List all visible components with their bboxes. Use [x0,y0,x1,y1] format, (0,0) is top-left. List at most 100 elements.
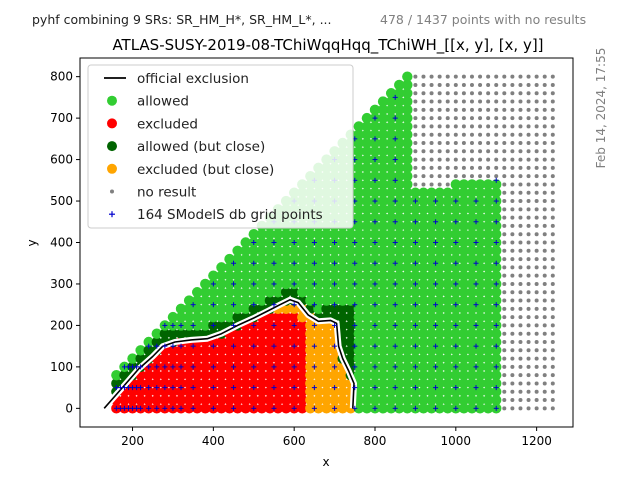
excluded-point [288,311,300,323]
no-result-point [526,306,531,311]
allowed-point [135,345,146,356]
allowed-point [369,179,381,190]
allowed-point [402,212,413,223]
excluded-point [297,369,308,381]
no-result-point [526,132,531,137]
excluded-point [272,345,284,356]
no-result-point [445,107,450,112]
allowed-point [442,386,453,397]
y-axis-label: y [25,239,39,246]
allowed-point [410,287,421,298]
no-result-point [445,116,450,121]
allowed-point [127,353,138,364]
excluded-close-point [305,328,316,339]
allowed-point [377,369,389,381]
smodels-grid-point [271,405,277,411]
allowed-point [466,229,478,240]
no-result-point [421,99,426,104]
excluded-close-point [329,378,340,389]
no-result-point [437,82,442,87]
excluded-point [183,353,195,364]
allowed-close-point [183,328,195,339]
allowed-point [458,245,470,256]
no-result-point [542,398,547,403]
no-result-point [542,356,547,361]
no-result-point [510,190,515,195]
allowed-point [345,229,356,240]
allowed-point [377,220,389,232]
allowed-point [377,170,389,182]
allowed-point [434,212,445,223]
no-result-point [526,116,531,121]
no-result-point [550,82,555,87]
smodels-grid-point [433,343,439,349]
allowed-point [442,287,453,298]
allowed-point [442,328,453,339]
excluded-point [183,369,195,381]
allowed-point [256,295,268,306]
allowed-point [450,212,462,223]
no-result-point [550,315,555,320]
allowed-point [491,253,502,265]
allowed-point [369,303,381,315]
excluded-point [224,361,235,373]
no-result-point [437,99,442,104]
allowed-point [329,253,340,265]
smodels-grid-point [251,343,257,349]
allowed-point [232,253,243,265]
allowed-point [450,303,462,315]
allowed-point [418,328,429,339]
no-result-point [550,240,555,245]
excluded-point [248,353,259,364]
no-result-point [502,132,507,137]
excluded-point [232,403,243,414]
excluded-point [256,320,268,331]
smodels-grid-point [231,364,237,370]
smodels-grid-point [311,322,317,328]
allowed-point [224,278,235,290]
no-result-point [534,190,539,195]
allowed-point [280,237,292,248]
smodels-grid-point [412,364,418,370]
smodels-grid-point [493,364,499,370]
no-result-point [518,223,523,228]
excluded-point [175,378,187,389]
no-result-point [510,174,515,179]
allowed-point [402,129,413,140]
no-result-point [445,74,450,79]
smodels-grid-point [311,281,317,287]
allowed-point [402,71,413,82]
excluded-point [264,369,276,381]
no-result-point [510,107,515,112]
allowed-point [329,245,340,256]
allowed-point [353,187,365,198]
excluded-point [288,386,300,397]
no-result-point [502,157,507,162]
allowed-point [377,179,389,190]
allowed-point [482,328,494,339]
allowed-point [361,220,373,232]
allowed-point [474,403,486,414]
smodels-grid-point [392,302,398,308]
smodels-grid-point [352,240,358,245]
allowed-point [361,204,373,215]
no-result-point [510,74,515,79]
allowed-point [297,270,308,281]
allowed-point [482,253,494,265]
excluded-point [143,369,154,381]
smodels-grid-point [372,219,378,225]
smodels-grid-point [372,157,378,163]
excluded-point [216,369,227,381]
smodels-grid-point [433,302,439,308]
allowed-point [426,262,437,273]
no-result-point [550,223,555,228]
smodels-grid-point [271,260,277,266]
allowed-point [361,212,373,223]
allowed-point [491,328,502,339]
allowed-point [402,96,413,107]
no-result-point [413,82,418,87]
no-result-point [518,132,523,137]
no-result-point [502,373,507,378]
no-result-point [526,82,531,87]
smodels-grid-point [352,343,358,349]
